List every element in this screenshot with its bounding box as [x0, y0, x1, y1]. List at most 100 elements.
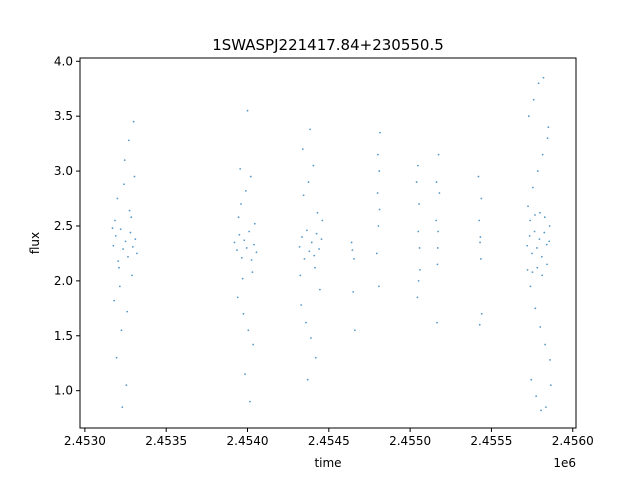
data-point: [238, 233, 241, 236]
data-point: [127, 255, 129, 258]
data-point: [378, 170, 381, 172]
data-point: [125, 384, 128, 387]
x-tick-label: 2.4535: [145, 434, 187, 448]
data-point: [539, 326, 542, 328]
data-point: [313, 254, 316, 257]
data-point: [353, 258, 355, 260]
data-point: [253, 243, 255, 246]
data-point: [130, 216, 133, 219]
x-axis-offset-label: 1e6: [553, 456, 576, 470]
data-point: [378, 285, 380, 288]
data-point: [305, 229, 308, 232]
data-point: [526, 244, 529, 247]
data-point: [417, 230, 420, 233]
data-point: [480, 197, 483, 200]
data-point: [315, 232, 318, 235]
data-point: [480, 312, 483, 315]
data-point: [375, 252, 378, 255]
data-point: [111, 227, 114, 230]
data-point: [240, 203, 242, 205]
y-axis: 1.0 1.5 2.0 2.5 3.0 3.5 4.0: [54, 54, 80, 398]
data-point: [527, 115, 530, 118]
data-point: [544, 343, 547, 346]
scatter-points: [111, 76, 552, 412]
data-point: [418, 203, 420, 205]
data-point: [479, 236, 482, 238]
data-point: [531, 271, 534, 273]
data-point: [320, 238, 323, 241]
data-point: [314, 266, 316, 269]
x-tick-label: 2.4550: [389, 434, 431, 448]
data-point: [535, 395, 538, 398]
data-point: [246, 109, 249, 112]
data-point: [244, 373, 246, 376]
data-point: [299, 274, 302, 277]
data-point: [534, 214, 536, 216]
data-point: [541, 274, 544, 277]
data-point: [301, 236, 303, 238]
data-point: [376, 192, 379, 194]
data-point: [417, 164, 419, 167]
data-point: [350, 241, 353, 244]
data-point: [114, 234, 117, 237]
data-point: [479, 258, 482, 260]
data-point: [309, 128, 312, 131]
x-tick-label: 2.4545: [308, 434, 350, 448]
data-point: [129, 231, 132, 234]
data-point: [541, 153, 544, 156]
data-point: [133, 175, 136, 178]
data-point: [538, 211, 541, 214]
data-point: [136, 252, 138, 255]
data-point: [123, 183, 125, 186]
data-point: [532, 186, 534, 189]
data-point: [240, 256, 243, 259]
data-point: [233, 241, 236, 244]
data-point: [353, 329, 356, 332]
data-point: [536, 247, 538, 249]
x-tick-label: 2.4540: [227, 434, 269, 448]
data-point: [239, 167, 242, 170]
data-point: [250, 259, 253, 261]
x-tick-label: 2.4555: [470, 434, 512, 448]
data-point: [118, 266, 120, 269]
data-point: [124, 240, 127, 243]
data-point: [118, 285, 121, 288]
data-point: [528, 234, 531, 237]
data-point: [321, 219, 324, 222]
data-point: [538, 238, 541, 241]
data-point: [417, 279, 420, 282]
data-point: [310, 337, 312, 339]
data-point: [534, 307, 537, 310]
y-tick-label: 3.0: [54, 164, 73, 178]
data-point: [241, 277, 244, 280]
plot-frame: [79, 57, 577, 429]
data-point: [318, 288, 321, 291]
data-point: [126, 310, 129, 313]
data-point: [546, 137, 549, 140]
data-point: [351, 249, 354, 252]
y-tick-label: 2.5: [54, 219, 73, 233]
data-point: [418, 268, 421, 271]
data-point: [378, 208, 381, 211]
x-axis-label: time: [314, 456, 341, 470]
data-point: [478, 219, 481, 222]
data-point: [117, 260, 120, 263]
y-tick-label: 1.5: [54, 329, 73, 343]
data-point: [131, 245, 134, 248]
y-axis-label: flux: [28, 232, 42, 254]
data-point: [526, 268, 529, 271]
data-point: [123, 159, 126, 162]
data-point: [306, 378, 309, 381]
data-point: [436, 247, 439, 249]
data-point: [255, 251, 258, 254]
data-point: [532, 98, 535, 101]
data-point: [477, 175, 480, 178]
data-point: [436, 263, 439, 266]
data-point: [435, 219, 438, 222]
data-point: [529, 219, 532, 222]
data-point: [303, 258, 306, 260]
data-point: [540, 409, 542, 412]
y-tick-label: 1.0: [54, 384, 73, 398]
data-point: [547, 126, 550, 129]
